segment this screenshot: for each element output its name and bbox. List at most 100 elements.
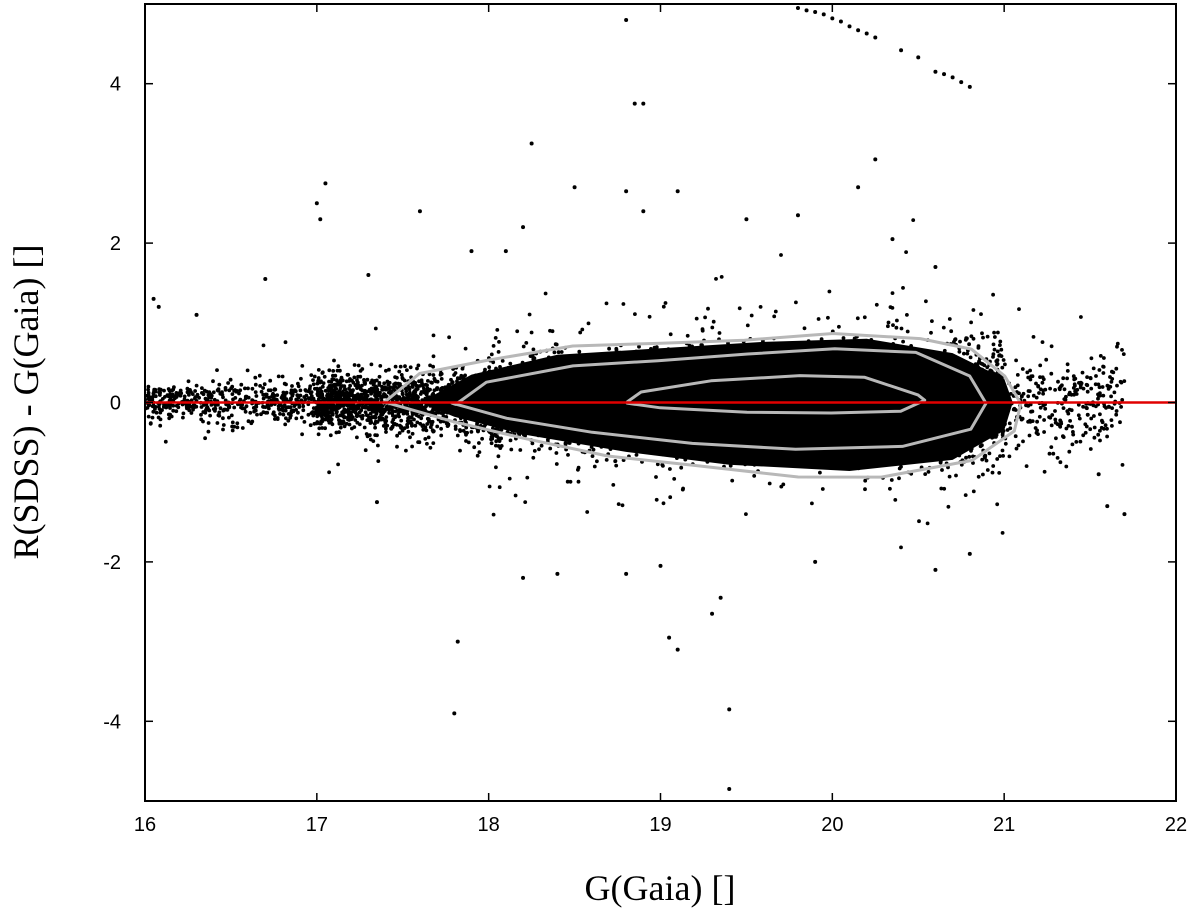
data-point bbox=[559, 350, 564, 354]
data-point bbox=[1092, 414, 1096, 418]
data-point bbox=[339, 375, 344, 380]
data-point bbox=[893, 498, 898, 502]
data-point bbox=[151, 394, 155, 399]
data-point bbox=[336, 364, 341, 369]
data-point bbox=[991, 292, 995, 297]
data-point bbox=[1001, 358, 1006, 362]
data-point bbox=[427, 372, 432, 377]
data-point bbox=[266, 404, 271, 409]
data-point bbox=[496, 350, 501, 354]
data-point bbox=[965, 351, 970, 356]
data-point bbox=[405, 368, 409, 372]
data-point bbox=[303, 388, 308, 392]
data-point bbox=[925, 521, 930, 526]
data-point bbox=[1031, 393, 1036, 398]
data-point bbox=[939, 486, 944, 491]
data-point bbox=[162, 388, 166, 393]
data-point bbox=[971, 461, 975, 465]
data-point bbox=[980, 331, 984, 336]
data-point bbox=[458, 428, 462, 432]
data-point bbox=[491, 344, 496, 348]
data-point bbox=[524, 341, 529, 345]
data-point bbox=[355, 435, 359, 440]
data-point bbox=[464, 439, 468, 443]
data-point bbox=[493, 336, 498, 340]
data-point bbox=[637, 344, 641, 349]
data-point bbox=[399, 373, 404, 377]
data-point bbox=[604, 458, 609, 462]
data-point bbox=[983, 455, 987, 460]
data-point bbox=[633, 312, 637, 316]
data-point bbox=[911, 218, 916, 223]
data-point bbox=[1109, 418, 1114, 422]
data-point bbox=[1070, 424, 1074, 429]
data-point bbox=[306, 412, 311, 417]
data-point bbox=[1021, 439, 1025, 444]
data-point bbox=[250, 386, 255, 391]
data-point bbox=[586, 321, 591, 326]
data-point bbox=[668, 332, 673, 337]
data-point bbox=[1037, 391, 1041, 395]
data-point bbox=[998, 339, 1003, 344]
data-point bbox=[253, 375, 258, 380]
data-point bbox=[1101, 371, 1106, 375]
data-point bbox=[1120, 348, 1124, 352]
data-point bbox=[996, 330, 1000, 335]
data-point bbox=[215, 421, 220, 425]
data-point bbox=[971, 489, 976, 494]
data-point bbox=[621, 302, 626, 306]
data-point bbox=[431, 364, 435, 369]
data-point bbox=[987, 451, 992, 456]
data-point bbox=[1102, 356, 1106, 360]
data-point bbox=[899, 326, 904, 331]
data-point bbox=[352, 375, 357, 380]
data-point bbox=[607, 346, 611, 351]
data-point bbox=[146, 414, 151, 419]
data-point bbox=[1073, 376, 1078, 381]
data-point bbox=[447, 335, 451, 340]
data-point bbox=[218, 406, 223, 411]
data-point bbox=[376, 443, 380, 448]
data-point bbox=[278, 412, 282, 416]
data-point bbox=[424, 428, 429, 433]
data-point bbox=[1115, 344, 1119, 349]
data-point bbox=[979, 312, 983, 316]
data-point bbox=[531, 455, 536, 460]
data-point bbox=[377, 374, 382, 379]
data-point bbox=[311, 406, 316, 410]
data-point bbox=[1120, 463, 1125, 467]
data-point bbox=[590, 454, 595, 458]
data-point bbox=[233, 396, 238, 400]
data-point bbox=[998, 343, 1002, 347]
data-point bbox=[1098, 354, 1103, 358]
data-point bbox=[284, 390, 289, 395]
data-point bbox=[491, 360, 496, 365]
data-point bbox=[472, 445, 477, 450]
data-point bbox=[335, 414, 339, 419]
data-point bbox=[332, 358, 336, 363]
data-point bbox=[576, 479, 581, 484]
data-point bbox=[257, 373, 262, 378]
data-point bbox=[1026, 394, 1031, 399]
data-point bbox=[1096, 432, 1101, 437]
data-point bbox=[317, 426, 322, 431]
data-point bbox=[711, 319, 716, 324]
data-point bbox=[397, 431, 402, 435]
data-point bbox=[997, 471, 1002, 475]
data-point bbox=[395, 433, 399, 438]
data-point bbox=[886, 324, 890, 329]
data-point bbox=[146, 390, 151, 395]
data-point bbox=[1062, 387, 1067, 392]
data-point bbox=[954, 473, 958, 478]
data-point bbox=[1036, 384, 1041, 388]
data-point bbox=[745, 323, 750, 328]
data-point bbox=[1025, 370, 1030, 375]
data-point bbox=[901, 286, 905, 290]
data-point bbox=[280, 374, 285, 379]
data-point bbox=[439, 377, 444, 381]
data-point bbox=[717, 331, 722, 335]
data-point bbox=[1089, 356, 1094, 361]
data-point bbox=[616, 502, 621, 506]
